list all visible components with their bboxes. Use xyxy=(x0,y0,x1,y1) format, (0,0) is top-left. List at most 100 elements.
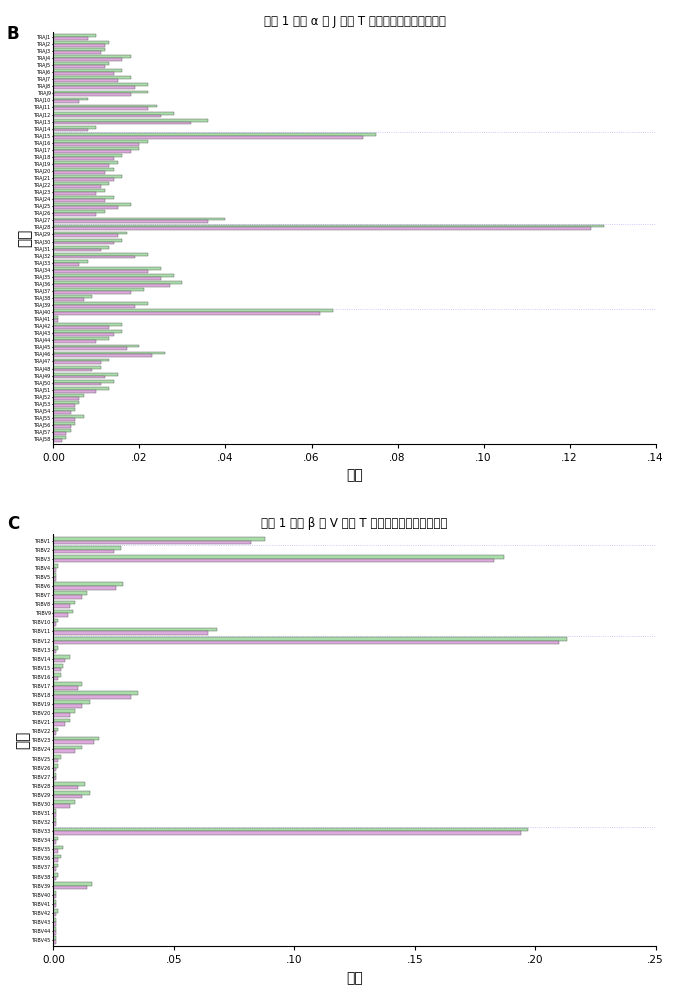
Bar xyxy=(54,347,126,350)
Bar xyxy=(54,253,148,256)
Bar xyxy=(54,613,68,617)
Bar xyxy=(54,637,566,641)
Bar xyxy=(54,302,148,305)
Bar xyxy=(54,76,131,79)
Bar xyxy=(54,795,82,798)
Bar xyxy=(54,418,75,421)
Bar xyxy=(54,755,60,759)
Bar xyxy=(54,225,604,227)
Bar xyxy=(54,249,100,251)
Bar xyxy=(54,129,88,131)
Bar xyxy=(54,345,139,347)
Bar xyxy=(54,337,109,340)
Bar xyxy=(54,422,75,425)
Bar xyxy=(54,877,56,880)
Bar xyxy=(54,904,56,907)
Bar xyxy=(54,631,208,635)
Bar xyxy=(54,537,265,541)
Bar xyxy=(54,122,191,124)
Bar xyxy=(54,366,100,369)
Bar xyxy=(54,764,58,768)
Bar xyxy=(54,115,161,117)
Bar xyxy=(54,646,58,650)
Bar xyxy=(54,319,58,322)
Bar xyxy=(54,940,56,944)
Bar xyxy=(54,768,56,771)
Bar xyxy=(54,178,113,181)
Bar xyxy=(54,309,333,312)
Bar xyxy=(54,107,148,110)
Bar xyxy=(54,425,71,428)
Bar xyxy=(54,619,58,622)
Bar xyxy=(54,126,96,129)
Bar xyxy=(54,436,67,439)
Bar xyxy=(54,840,56,844)
Bar xyxy=(54,210,105,213)
Bar xyxy=(54,610,73,613)
Bar xyxy=(54,782,85,786)
Bar xyxy=(54,397,79,400)
Bar xyxy=(54,691,138,695)
Bar xyxy=(54,622,56,626)
Bar xyxy=(54,284,170,287)
Bar xyxy=(54,927,56,931)
Bar xyxy=(54,55,131,58)
Bar xyxy=(54,171,105,174)
Bar xyxy=(54,380,113,383)
Bar xyxy=(54,704,82,708)
Bar xyxy=(54,65,105,68)
Bar xyxy=(54,786,77,789)
Bar xyxy=(54,429,71,432)
Y-axis label: 家族: 家族 xyxy=(17,229,32,247)
Bar xyxy=(54,359,109,361)
Bar xyxy=(54,330,122,333)
Bar xyxy=(54,555,504,559)
Bar xyxy=(54,818,56,822)
Bar xyxy=(54,813,56,817)
Bar xyxy=(54,731,56,735)
Bar xyxy=(54,411,71,414)
Bar xyxy=(54,312,320,315)
Bar xyxy=(54,604,71,608)
Bar xyxy=(54,83,148,86)
Bar xyxy=(54,913,56,916)
Bar xyxy=(54,352,165,354)
Bar xyxy=(54,895,56,898)
Bar xyxy=(54,415,84,418)
Title: 样本 1 中含 α 链 J 区的 T 细胞表面受体的分布情况: 样本 1 中含 α 链 J 区的 T 细胞表面受体的分布情况 xyxy=(263,15,445,28)
Bar xyxy=(54,809,56,813)
Bar xyxy=(54,749,75,753)
Bar xyxy=(54,376,105,378)
Bar xyxy=(54,161,118,164)
Bar xyxy=(54,728,58,731)
Bar xyxy=(54,270,148,273)
Bar xyxy=(54,189,105,192)
Bar xyxy=(54,242,113,244)
Bar xyxy=(54,582,124,586)
Bar xyxy=(54,390,96,393)
Bar xyxy=(54,791,90,795)
Bar xyxy=(54,48,105,51)
Bar xyxy=(54,340,96,343)
Bar xyxy=(54,274,174,277)
Bar xyxy=(54,119,208,122)
Bar xyxy=(54,147,139,150)
Bar xyxy=(54,858,58,862)
Bar xyxy=(54,564,58,568)
Bar xyxy=(54,867,56,871)
Title: 样本 1 中含 β 链 V 区的 T 细胞表面受体的分布情况: 样本 1 中含 β 链 V 区的 T 细胞表面受体的分布情况 xyxy=(261,517,447,530)
Bar xyxy=(54,58,122,61)
Bar xyxy=(54,686,77,690)
Bar xyxy=(54,628,217,631)
Bar xyxy=(54,185,100,188)
Bar xyxy=(54,673,60,677)
Bar xyxy=(54,281,183,284)
Bar xyxy=(54,213,96,216)
Bar xyxy=(54,740,94,744)
Bar xyxy=(54,369,92,371)
Bar xyxy=(54,773,56,777)
Bar xyxy=(54,260,88,263)
Bar xyxy=(54,326,109,329)
Bar xyxy=(54,298,84,301)
Bar xyxy=(54,140,148,143)
